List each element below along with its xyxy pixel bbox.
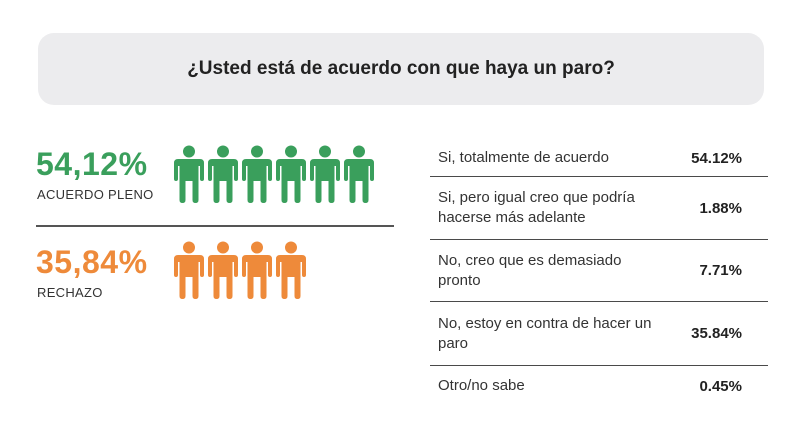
- person-icon: [276, 241, 306, 299]
- person-icon: [310, 145, 340, 203]
- table-row: Si, pero igual creo que podría hacerse m…: [430, 177, 768, 240]
- reject-people-icons: [172, 241, 308, 299]
- person-icon: [344, 145, 374, 203]
- reject-label: RECHAZO: [37, 285, 103, 300]
- person-icon: [174, 145, 204, 203]
- person-icon: [208, 241, 238, 299]
- results-table: Si, totalmente de acuerdo 54.12% Si, per…: [430, 140, 768, 406]
- row-value: 0.45%: [699, 377, 742, 395]
- agree-percent: 54,12%: [36, 146, 148, 182]
- table-row: Otro/no sabe 0.45%: [430, 366, 768, 406]
- row-value: 54.12%: [691, 149, 742, 167]
- reject-percent: 35,84%: [36, 244, 148, 280]
- row-value: 1.88%: [699, 199, 742, 217]
- person-icon: [276, 145, 306, 203]
- agree-people-icons: [172, 145, 376, 203]
- person-icon: [242, 241, 272, 299]
- chart-title: ¿Usted está de acuerdo con que haya un p…: [187, 58, 615, 79]
- table-row: No, estoy en contra de hacer un paro 35.…: [430, 302, 768, 366]
- row-label: Otro/no sabe: [438, 377, 525, 394]
- person-icon: [242, 145, 272, 203]
- table-row: No, creo que es demasiado pronto 7.71%: [430, 240, 768, 302]
- row-label: Si, totalmente de acuerdo: [438, 149, 609, 166]
- summary-divider: [36, 225, 394, 227]
- row-value: 35.84%: [691, 325, 742, 342]
- table-row: Si, totalmente de acuerdo 54.12%: [430, 140, 768, 177]
- row-label: No, estoy en contra de hacer un paro: [438, 314, 652, 352]
- person-icon: [208, 145, 238, 203]
- question-banner: ¿Usted está de acuerdo con que haya un p…: [38, 33, 764, 105]
- row-label: No, creo que es demasiado pronto: [438, 251, 622, 289]
- row-label: Si, pero igual creo que podría hacerse m…: [438, 189, 635, 226]
- row-value: 7.71%: [699, 262, 742, 279]
- agree-label: ACUERDO PLENO: [37, 187, 154, 202]
- person-icon: [174, 241, 204, 299]
